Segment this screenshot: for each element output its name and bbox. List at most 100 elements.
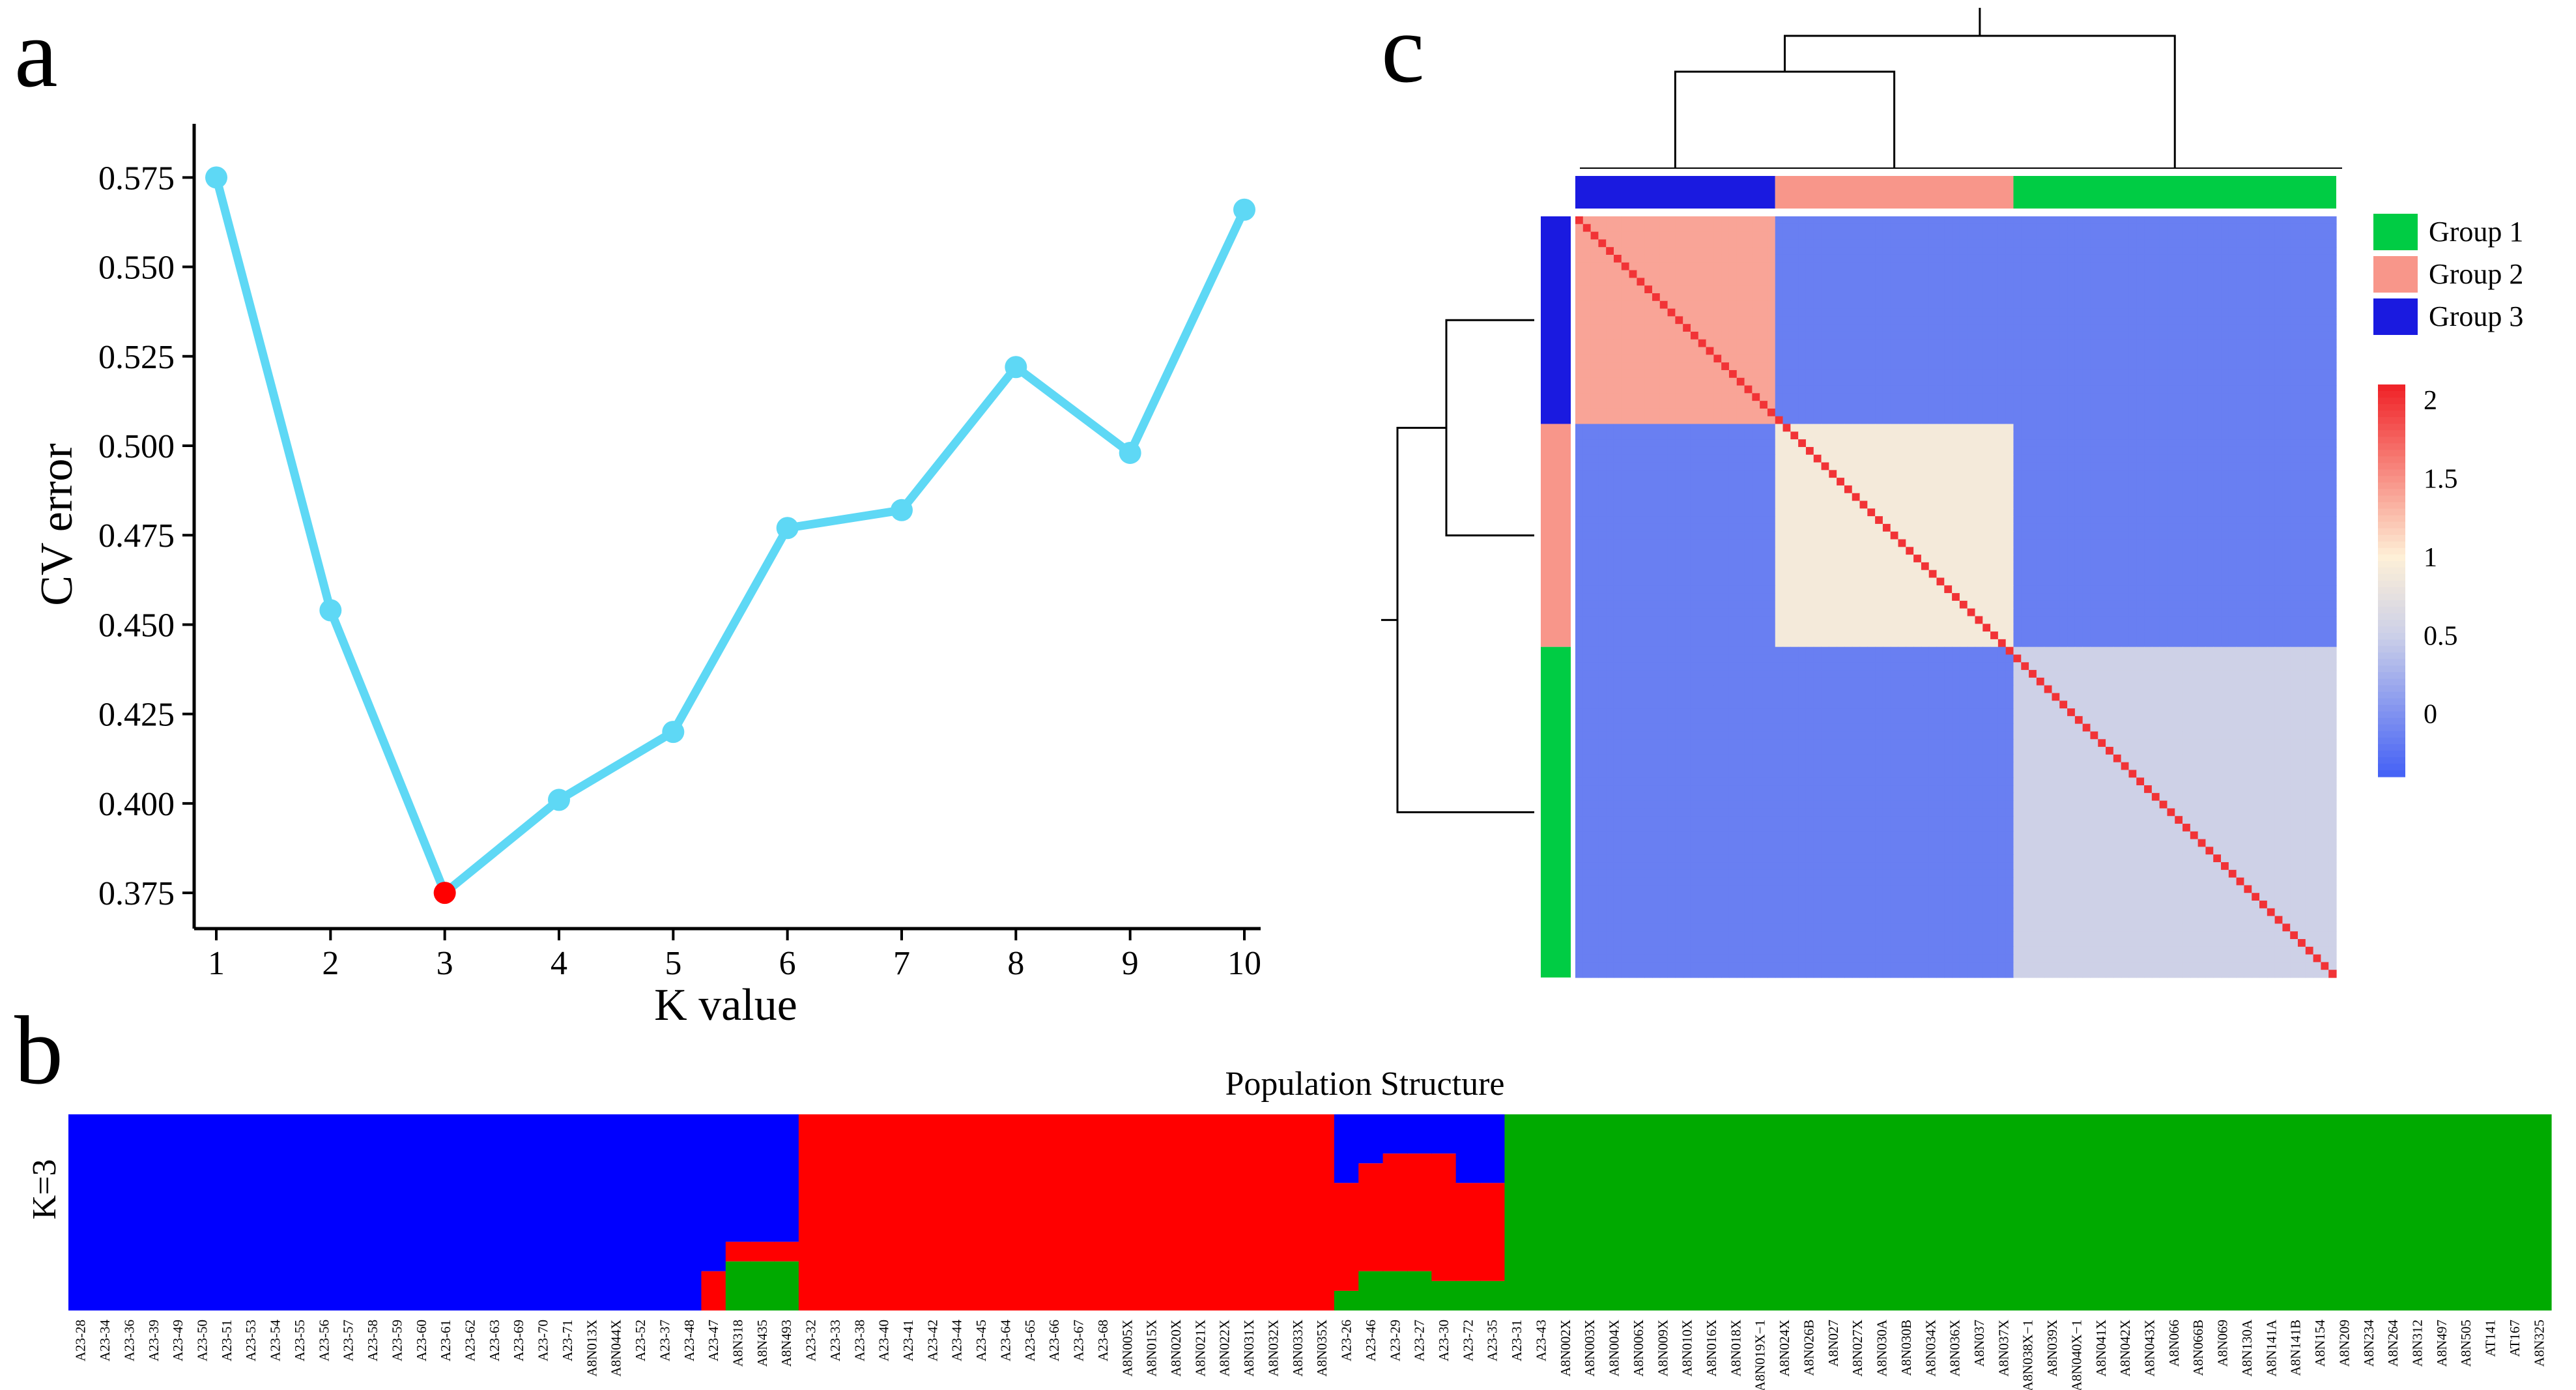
heatmap-cell [2136,493,2145,502]
sample-label: A8N234 [2361,1320,2377,1367]
heatmap-cell [2305,439,2314,448]
heatmap-cell [2197,531,2207,540]
heatmap-cell [1728,224,1738,233]
heatmap-cell [1736,401,1745,409]
heatmap-cell [1913,347,1922,355]
heatmap-cell [1859,401,1868,409]
heatmap-cell [1821,293,1829,302]
heatmap-cell [2074,493,2083,502]
heatmap-cell [2290,324,2298,332]
heatmap-cell [2151,231,2160,240]
structure-bar-red [896,1114,921,1310]
heatmap-cell [1575,308,1584,317]
structure-bar-green [2186,1114,2211,1310]
heatmap-cell [1621,539,1630,547]
heatmap-cell [1990,308,1999,317]
heatmap-cell [1821,285,1829,294]
heatmap-cell [1906,508,1914,517]
heatmap-cell [2267,570,2276,579]
heatmap-cell [1575,493,1584,502]
heatmap-cell [1829,446,1837,456]
heatmap-cell [2029,508,2037,517]
heatmap-cell [1975,424,1983,432]
heatmap-cell [1936,285,1945,294]
heatmap-cell [2313,555,2322,563]
heatmap-cell [1606,408,1614,417]
heatmap-cell [1644,270,1653,278]
heatmap-cell [1867,555,1876,563]
heatmap-cell [2144,523,2153,532]
heatmap-cell [1752,401,1760,409]
heatmap-cell [1652,316,1661,325]
heatmap-cell [2121,523,2130,532]
heatmap-cell [1967,431,1976,440]
heatmap-cell [1598,362,1607,371]
structure-bar-blue [165,1114,191,1310]
heatmap-cell [2021,485,2029,494]
heatmap-cell [1921,547,1930,555]
heatmap-cell [1875,369,1883,379]
heatmap-cell [1952,331,1960,340]
heatmap-cell [2128,293,2137,302]
heatmap-cell [1798,377,1807,386]
heatmap-cell [2005,500,2014,509]
heatmap-cell [2228,216,2237,225]
heatmap-cell [1582,262,1592,271]
heatmap-cell [2090,300,2098,310]
heatmap-cell [1775,385,1784,394]
heatmap-cell [1805,555,1814,563]
heatmap-cell [2005,324,2014,332]
heatmap-cell [2167,485,2175,494]
heatmap-cell [1852,446,1861,456]
heatmap-cell [1852,408,1861,417]
heatmap-cell [1813,539,1822,547]
heatmap-cell [1906,270,1914,278]
heatmap-cell [2044,270,2053,278]
heatmap-cell [1813,308,1822,317]
structure-bar-red [1358,1163,1384,1271]
heatmap-cell [1744,523,1753,532]
heatmap-cell [1713,293,1722,302]
heatmap-cell [1752,247,1760,255]
structure-bar-blue [1358,1114,1384,1164]
heatmap-cell [1606,416,1614,425]
heatmap-cell [2197,216,2207,225]
heatmap-cell [2005,508,2014,517]
heatmap-cell [2113,424,2122,432]
heatmap-cell [1906,300,1914,310]
heatmap-cell [1982,470,1991,478]
heatmap-cell [2113,493,2122,502]
heatmap-cell [1675,385,1683,394]
heatmap-cell [2036,470,2045,478]
heatmap-cell [1613,393,1622,401]
heatmap-cell [1859,247,1868,255]
heatmap-cell [1975,247,1983,255]
heatmap-cell [1867,416,1876,425]
heatmap-cell [1959,408,1968,417]
heatmap-cell [2036,500,2045,509]
heatmap-cell [2259,470,2268,478]
heatmap-cell [1606,355,1614,363]
heatmap-cell [1906,454,1914,463]
heatmap-cell [2128,385,2137,394]
sample-label: A23-57 [341,1320,356,1361]
heatmap-cell [2167,231,2175,240]
heatmap-cell [2121,339,2130,348]
heatmap-cell [1975,216,1983,225]
left-annotation-group-2 [1541,424,1571,647]
heatmap-cell [1767,577,1776,586]
heatmap-cell [1706,385,1714,394]
heatmap-cell [1859,547,1868,555]
structure-bar-blue [579,1114,605,1310]
heatmap-cell [1644,424,1653,432]
heatmap-cell [1959,339,1968,348]
heatmap-cell [2005,224,2014,233]
heatmap-cell [1629,454,1637,463]
heatmap-cell [2113,247,2122,255]
heatmap-cell [2236,454,2245,463]
heatmap-cell [2136,270,2145,278]
heatmap-cell [2144,231,2153,240]
heatmap-cell [2274,523,2283,532]
heatmap-cell [2136,369,2145,379]
heatmap-cell [2267,446,2276,456]
